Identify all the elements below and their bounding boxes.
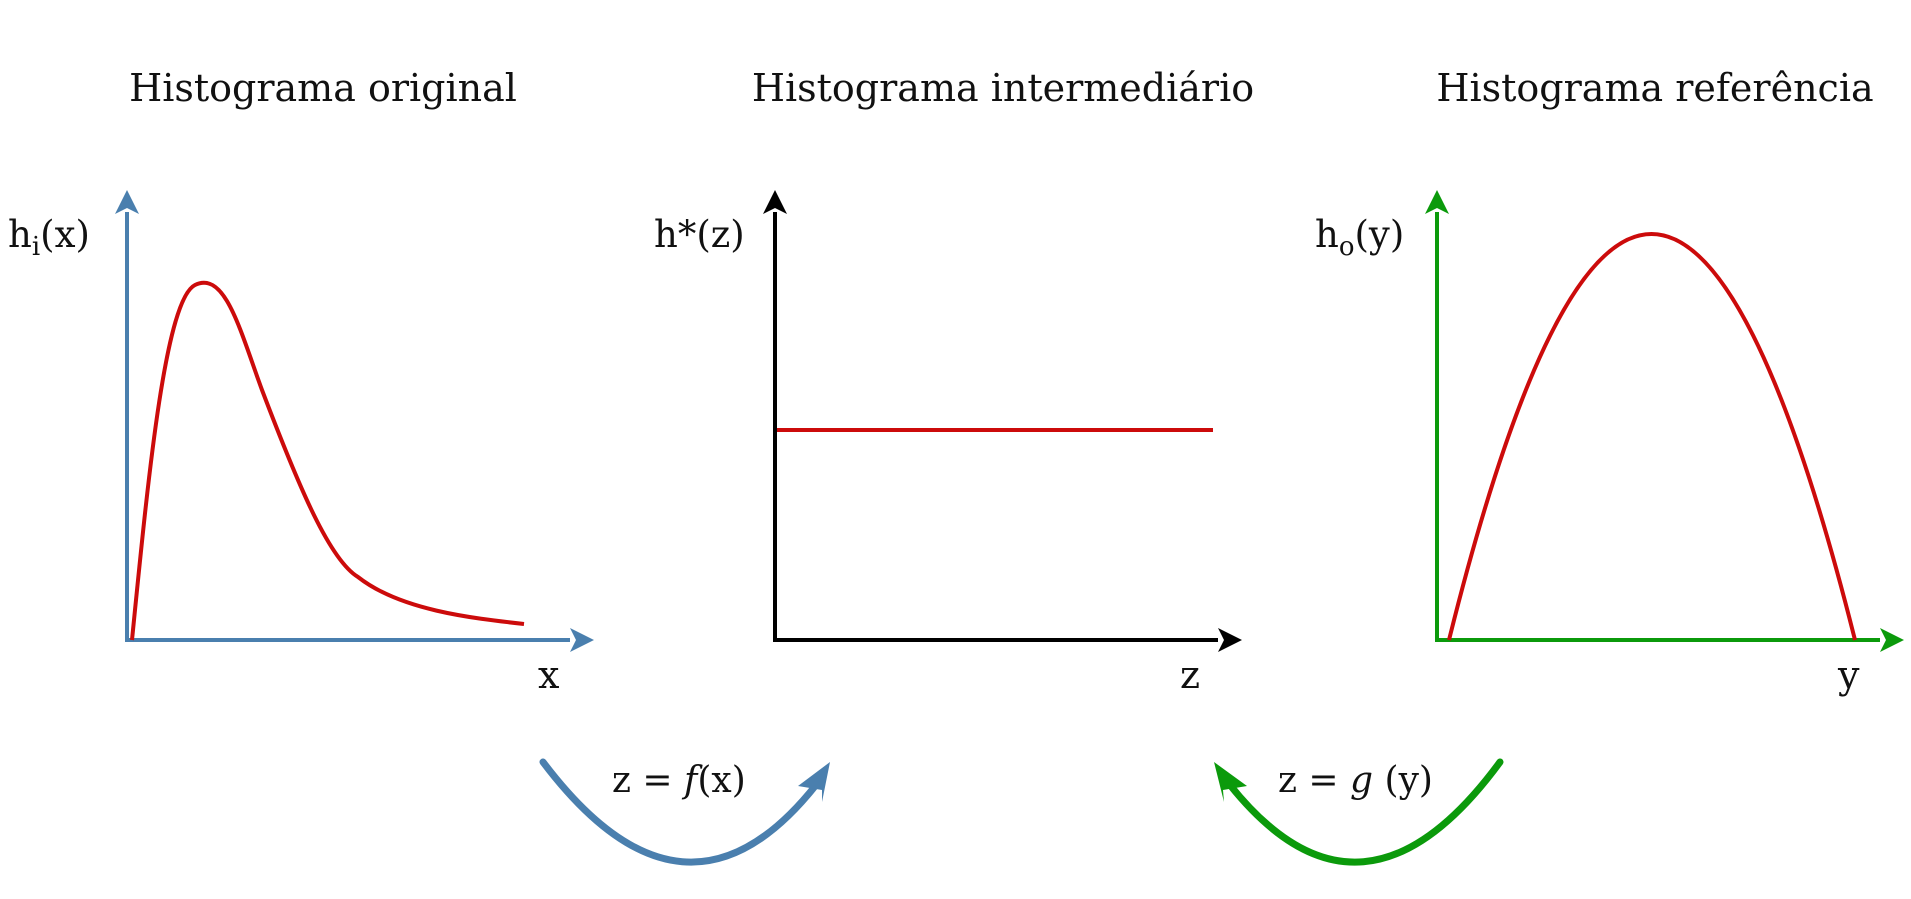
x-label-intermediate: z xyxy=(1180,653,1200,697)
y-axis-arrowhead-original xyxy=(115,190,139,214)
panel-original: hi(x) x xyxy=(8,190,594,697)
title-reference: Histograma referência xyxy=(1436,66,1873,110)
y-axis-arrowhead-reference xyxy=(1425,190,1449,214)
x-label-reference: y xyxy=(1837,653,1860,697)
x-label-original: x xyxy=(538,653,559,697)
y-axis-arrowhead-intermediate xyxy=(763,190,787,214)
transform-f: z = f(x) xyxy=(539,758,830,866)
formula-f: z = f(x) xyxy=(612,760,746,801)
arc-arrowhead-blue xyxy=(798,762,830,802)
arc-arrowhead-green xyxy=(1214,762,1247,802)
x-axis-arrowhead-reference xyxy=(1880,628,1904,652)
arc-arrow-green xyxy=(1226,758,1504,866)
title-original: Histograma original xyxy=(129,66,517,110)
y-label-reference: ho(y) xyxy=(1315,213,1404,262)
x-axis-arrowhead-intermediate xyxy=(1218,628,1242,652)
transform-g: z = g (y) xyxy=(1214,758,1504,866)
y-label-intermediate: h*(z) xyxy=(654,213,745,256)
curve-original xyxy=(130,280,525,641)
curve-reference xyxy=(1447,232,1857,641)
arc-arrow-blue xyxy=(539,758,820,866)
panel-intermediate: h*(z) z xyxy=(654,190,1242,697)
panel-reference: ho(y) y xyxy=(1315,190,1904,697)
y-label-original: hi(x) xyxy=(8,213,90,262)
title-intermediate: Histograma intermediário xyxy=(752,66,1254,110)
x-axis-arrowhead-original xyxy=(570,628,594,652)
formula-g: z = g (y) xyxy=(1278,760,1433,801)
